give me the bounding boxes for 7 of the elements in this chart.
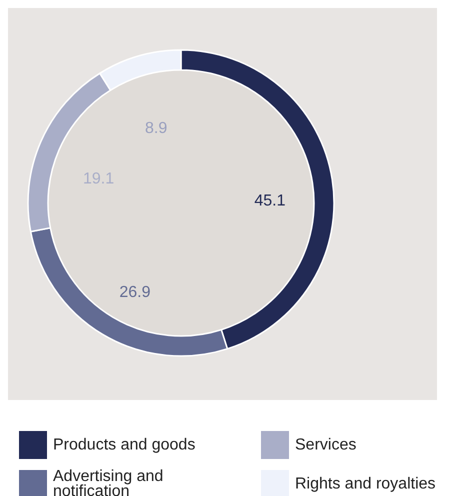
legend-label: Products and goods <box>53 436 196 454</box>
data-label: 26.9 <box>119 284 151 301</box>
legend-label: Services <box>295 436 356 454</box>
data-label: 45.1 <box>254 192 286 210</box>
legend-label: Rights and royalties <box>295 476 436 492</box>
data-label: 8.9 <box>145 120 168 137</box>
legend-label: Advertising and notification <box>53 468 168 496</box>
